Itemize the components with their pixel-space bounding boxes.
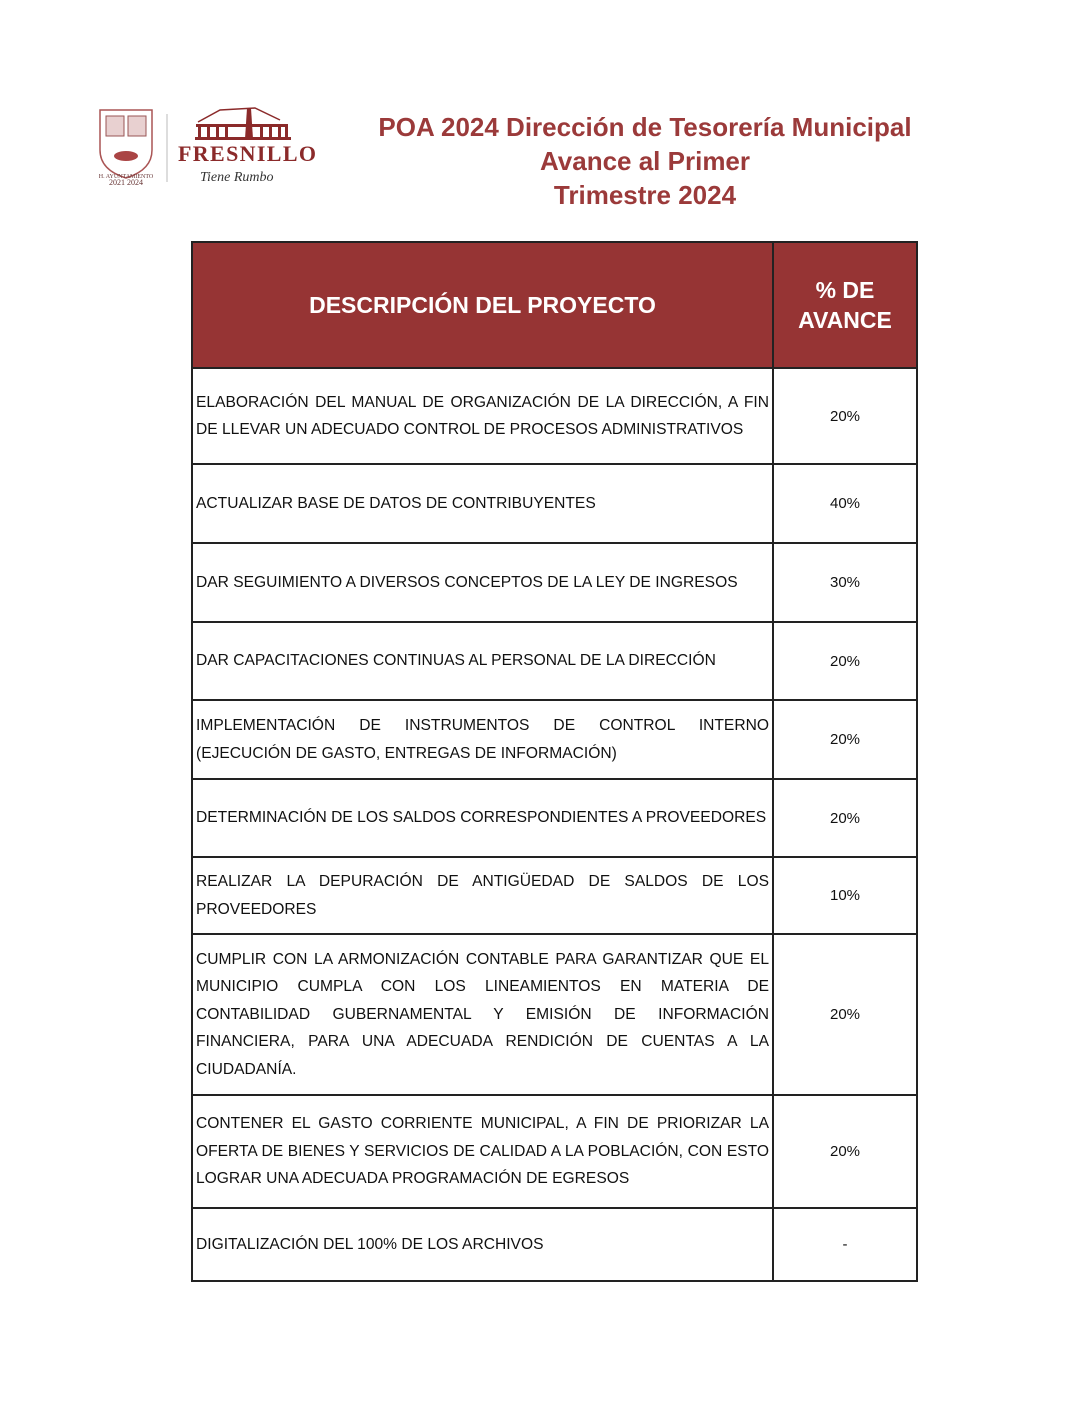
title-line-1: POA 2024 Dirección de Tesorería Municipa… <box>378 112 912 142</box>
project-description: DAR SEGUIMIENTO A DIVERSOS CONCEPTOS DE … <box>191 542 774 623</box>
svg-text:H. AYUNTAMIENTO: H. AYUNTAMIENTO <box>99 174 154 180</box>
project-progress: 10% <box>772 856 918 935</box>
title-line-2: Avance al Primer <box>539 146 751 176</box>
project-description: ELABORACIÓN DEL MANUAL DE ORGANIZACIÓN D… <box>191 367 774 465</box>
table-row: DETERMINACIÓN DE LOS SALDOS CORRESPONDIE… <box>191 778 918 858</box>
project-description: CUMPLIR CON LA ARMONIZACIÓN CONTABLE PAR… <box>191 933 774 1096</box>
project-description: CONTENER EL GASTO CORRIENTE MUNICIPAL, A… <box>191 1094 774 1209</box>
logo-slogan: Tiene Rumbo <box>200 170 274 185</box>
projects-table: DESCRIPCIÓN DEL PROYECTO % DE AVANCE ELA… <box>191 241 918 1282</box>
table-row: ELABORACIÓN DEL MANUAL DE ORGANIZACIÓN D… <box>191 367 918 465</box>
table-row: IMPLEMENTACIÓN DE INSTRUMENTOS DE CONTRO… <box>191 699 918 780</box>
project-progress: 20% <box>772 933 918 1096</box>
fresnillo-skyline-icon <box>195 107 291 140</box>
table-row: DIGITALIZACIÓN DEL 100% DE LOS ARCHIVOS - <box>191 1207 918 1282</box>
header-description: DESCRIPCIÓN DEL PROYECTO <box>191 241 774 369</box>
project-description: ACTUALIZAR BASE DE DATOS DE CONTRIBUYENT… <box>191 463 774 544</box>
table-row: CONTENER EL GASTO CORRIENTE MUNICIPAL, A… <box>191 1094 918 1209</box>
project-progress: - <box>772 1207 918 1282</box>
table-row: DAR CAPACITACIONES CONTINUAS AL PERSONAL… <box>191 621 918 701</box>
table-row: CUMPLIR CON LA ARMONIZACIÓN CONTABLE PAR… <box>191 933 918 1096</box>
municipal-seal-icon: H. AYUNTAMIENTO 2021 2024 <box>99 109 154 187</box>
table-header-row: DESCRIPCIÓN DEL PROYECTO % DE AVANCE <box>191 241 918 369</box>
table-row: DAR SEGUIMIENTO A DIVERSOS CONCEPTOS DE … <box>191 542 918 623</box>
project-description: DAR CAPACITACIONES CONTINUAS AL PERSONAL… <box>191 621 774 701</box>
project-description: IMPLEMENTACIÓN DE INSTRUMENTOS DE CONTRO… <box>191 699 774 780</box>
project-progress: 20% <box>772 1094 918 1209</box>
header-progress-line-1: % DE <box>815 277 875 303</box>
table-row: ACTUALIZAR BASE DE DATOS DE CONTRIBUYENT… <box>191 463 918 544</box>
title-line-3: Trimestre 2024 <box>553 180 737 210</box>
project-description: DETERMINACIÓN DE LOS SALDOS CORRESPONDIE… <box>191 778 774 858</box>
project-progress: 20% <box>772 367 918 465</box>
svg-text:2021 2024: 2021 2024 <box>109 178 143 187</box>
project-description: REALIZAR LA DEPURACIÓN DE ANTIGÜEDAD DE … <box>191 856 774 935</box>
project-progress: 20% <box>772 699 918 780</box>
page-title: POA 2024 Dirección de Tesorería Municipa… <box>335 110 955 212</box>
project-progress: 20% <box>772 621 918 701</box>
project-progress: 30% <box>772 542 918 623</box>
project-progress: 20% <box>772 778 918 858</box>
project-progress: 40% <box>772 463 918 544</box>
fresnillo-logo: H. AYUNTAMIENTO 2021 2024 FRESNILLO Tien… <box>99 107 316 187</box>
header-progress: % DE AVANCE <box>772 241 918 369</box>
header-progress-line-2: AVANCE <box>798 307 892 333</box>
project-description: DIGITALIZACIÓN DEL 100% DE LOS ARCHIVOS <box>191 1207 774 1282</box>
logo-city-name: FRESNILLO <box>178 141 316 166</box>
table-row: REALIZAR LA DEPURACIÓN DE ANTIGÜEDAD DE … <box>191 856 918 935</box>
